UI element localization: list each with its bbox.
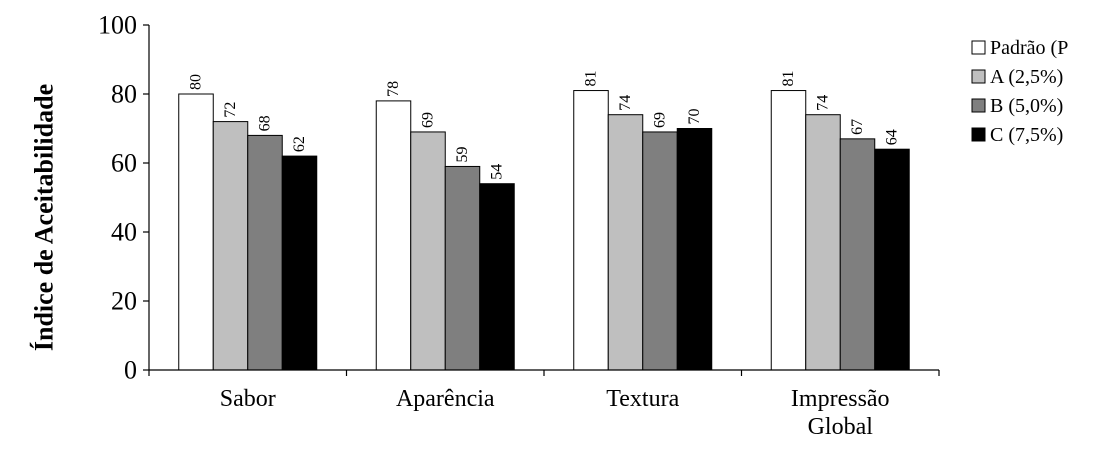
legend-swatch [971,40,986,55]
x-tick-label: Global [808,414,874,440]
data-label: 80 [188,74,205,90]
legend-swatch [971,69,986,84]
bar [375,100,412,371]
labels-layer: 80 72 68 62 Sabor 78 69 59 54 Aparência 81 74 69 70 Te… [30,11,901,441]
legend-label: B (5,0%) [990,95,1063,117]
data-label: 54 [489,164,506,180]
data-label: 70 [686,109,703,125]
data-label: 64 [884,129,901,145]
data-label: 81 [780,71,797,87]
bar [642,131,678,371]
data-label: 72 [222,102,239,118]
data-label: 62 [291,136,308,152]
y-tick-label: 100 [98,11,137,40]
data-label: 74 [617,95,634,111]
bar [178,93,214,371]
legend-label: Padrão (P [990,37,1068,59]
legend: Padrão (P A (2,5%) B (5,0%) C (7,5%) [971,37,1068,146]
bar [212,121,249,371]
axes-layer [143,24,940,376]
y-axis-title: Índice de Aceitabilidade [30,84,59,351]
bar [281,155,318,371]
y-tick-label: 80 [111,80,137,109]
data-label: 74 [815,95,832,111]
data-label: 69 [652,112,669,128]
bar [247,134,283,371]
y-tick-label: 0 [124,356,137,385]
data-label: 69 [420,112,437,128]
data-label: 59 [454,146,471,162]
data-label: 67 [849,119,866,135]
x-tick-label: Sabor [220,386,276,412]
bar [444,165,481,371]
bar [410,131,446,371]
y-tick-label: 20 [111,287,137,316]
data-label: 68 [257,115,274,131]
legend-label: A (2,5%) [990,66,1063,88]
bar [770,90,807,371]
y-tick-label: 40 [111,218,137,247]
legend-swatch [971,127,986,142]
data-label: 81 [583,71,600,87]
bar [573,90,609,371]
legend-label: C (7,5%) [990,124,1063,146]
y-tick-label: 60 [111,149,137,178]
data-label: 78 [385,81,402,97]
bar [805,114,841,371]
bar [607,114,644,371]
bar [479,183,515,371]
bar [676,128,713,371]
legend-swatch [971,98,986,113]
x-tick-label: Textura [606,386,679,412]
x-tick-label: Impressão [791,386,890,412]
bar [874,148,910,371]
bar [839,138,876,371]
bars-layer [178,90,910,371]
x-tick-label: Aparência [396,386,495,412]
